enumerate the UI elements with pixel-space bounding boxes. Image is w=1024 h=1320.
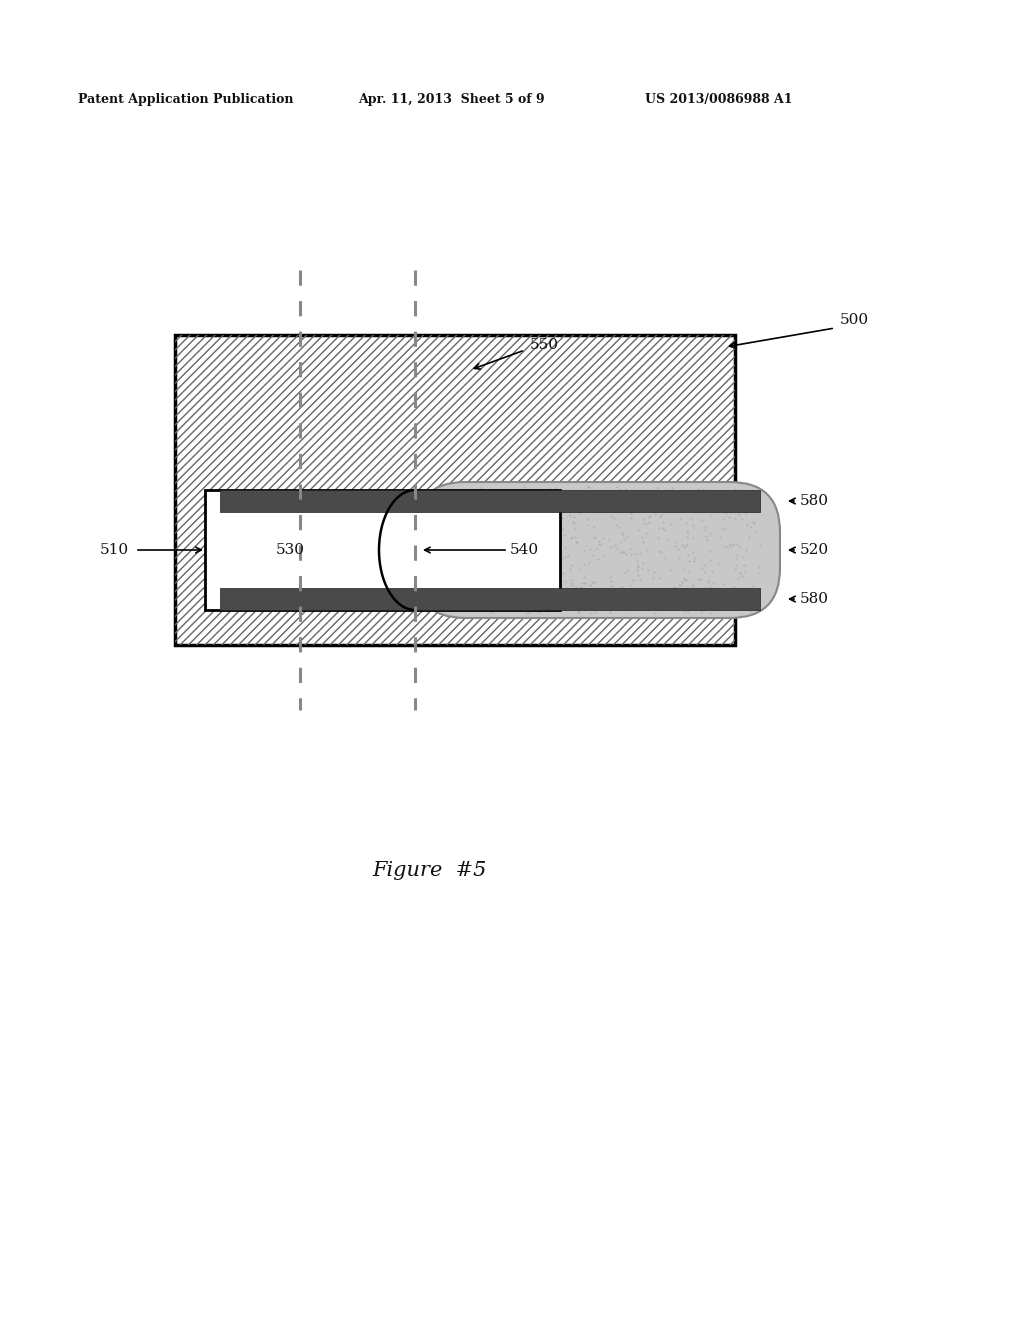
- Text: 510: 510: [100, 543, 129, 557]
- Text: Patent Application Publication: Patent Application Publication: [78, 94, 294, 107]
- Bar: [205, 490, 560, 610]
- Bar: [175, 335, 735, 645]
- Bar: [220, 587, 760, 610]
- Text: Figure  #5: Figure #5: [373, 861, 487, 879]
- Text: 580: 580: [800, 494, 829, 508]
- Text: 580: 580: [800, 591, 829, 606]
- Text: 550: 550: [530, 338, 559, 352]
- Text: 500: 500: [840, 313, 869, 327]
- Text: 530: 530: [275, 543, 304, 557]
- Bar: [175, 335, 735, 645]
- Text: Apr. 11, 2013  Sheet 5 of 9: Apr. 11, 2013 Sheet 5 of 9: [358, 94, 545, 107]
- Bar: [220, 490, 760, 512]
- Text: US 2013/0086988 A1: US 2013/0086988 A1: [645, 94, 793, 107]
- FancyBboxPatch shape: [415, 482, 780, 618]
- Text: 520: 520: [800, 543, 829, 557]
- Text: 540: 540: [510, 543, 539, 557]
